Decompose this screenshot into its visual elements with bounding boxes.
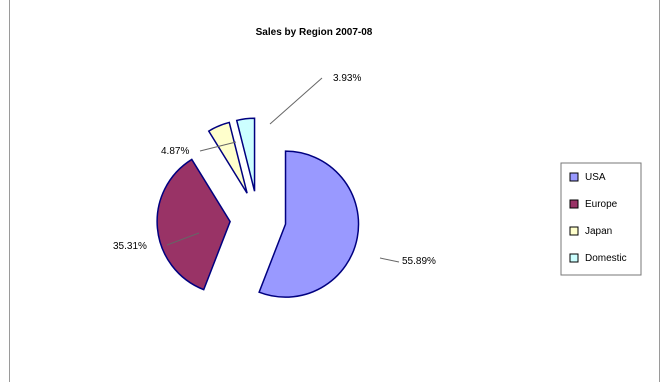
legend-swatch-europe [569, 199, 579, 209]
legend-label-domestic: Domestic [585, 253, 627, 264]
leader-line-japan [199, 141, 237, 152]
pie-slices [156, 117, 360, 298]
legend-label-europe: Europe [585, 199, 618, 210]
leader-line-domestic [269, 77, 323, 125]
pie-slice-usa [258, 150, 360, 298]
legend-swatch-domestic [569, 253, 579, 263]
legend-label-japan: Japan [585, 226, 612, 237]
chart-frame [9, 0, 660, 382]
chart-title: Sales by Region 2007-08 [256, 27, 373, 38]
data-labels: 55.89% 35.31% 4.87% 3.93% [113, 73, 436, 267]
legend-swatch-japan [569, 226, 579, 236]
legend: USA Europe Japan Domestic [560, 162, 642, 276]
data-label-europe: 35.31% [113, 241, 147, 252]
leader-lines [166, 77, 400, 263]
pie-slice-europe [156, 158, 231, 291]
data-label-japan: 4.87% [161, 146, 189, 157]
legend-swatch-usa [569, 172, 579, 182]
leader-line-europe [166, 232, 200, 246]
legend-label-usa: USA [585, 172, 606, 183]
data-label-domestic: 3.93% [333, 73, 361, 84]
leader-line-usa [379, 257, 400, 263]
pie-slice-domestic [235, 117, 256, 192]
pie-slice-japan [207, 121, 248, 194]
data-label-usa: 55.89% [402, 256, 436, 267]
